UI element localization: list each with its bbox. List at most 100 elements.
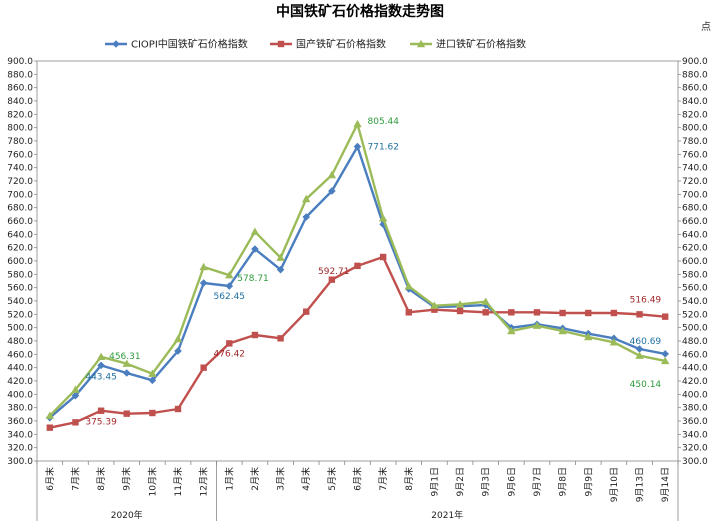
data-label: 476.42 [214,349,246,359]
y-tick-label-left: 560.0 [7,284,33,294]
data-label: 460.69 [630,337,662,347]
diamond-marker [328,187,336,195]
x-category-label: 4月末 [300,467,312,491]
y-tick-label-right: 680.0 [682,204,708,214]
square-marker [482,309,489,316]
square-marker [354,262,361,270]
square-marker [405,309,412,316]
square-marker [559,309,566,317]
x-category-label: 6月末 [352,467,364,491]
y-tick-label-left: 480.0 [7,337,33,347]
y-tick-label-right: 640.0 [682,230,708,240]
y-tick-label-left: 600.0 [7,257,33,267]
y-tick-label-right: 740.0 [682,164,708,174]
diamond-marker [71,391,80,400]
square-marker [174,405,182,413]
triangle-marker [416,39,426,48]
triangle-marker [96,352,106,360]
y-tick-label-right: 760.0 [682,150,708,160]
x-category-label: 12月末 [198,467,210,496]
series-lines [45,119,670,431]
y-tick-label-left: 640.0 [7,230,33,240]
square-marker [661,313,669,320]
diamond-marker [199,279,208,287]
y-tick-label-right: 500.0 [682,324,708,334]
triangle-marker [250,227,260,235]
y-tick-label-left: 760.0 [7,150,33,160]
diamond-marker [225,282,234,290]
triangle-marker [455,300,465,308]
data-labels: 443.45 562.45 771.62 460.69 375.39 476.42 592.… [85,117,661,428]
x-category-label: 9月9日 [583,467,594,496]
y-tick-label-left: 820.0 [7,110,33,120]
x-category-label: 9月1日 [429,467,440,496]
triangle-marker [404,282,413,290]
square-marker [585,309,592,317]
y-tick-label-right: 480.0 [682,337,708,347]
diamond-marker [302,213,311,221]
data-label: 771.62 [368,143,400,153]
y-tick-label-left: 540.0 [7,297,33,307]
y-tick-label-left: 680.0 [7,204,33,214]
y-tick-label-right: 300.0 [682,457,708,467]
y-tick-label-left: 660.0 [7,217,33,227]
y-tick-label-right: 340.0 [682,430,708,440]
triangle-marker [45,411,55,419]
diamond-marker [353,142,362,151]
y-tick-label-right: 440.0 [682,364,708,374]
square-marker [533,309,541,316]
square-marker [456,307,464,315]
data-label: 443.45 [85,372,117,382]
data-label: 450.14 [630,380,662,390]
triangle-marker [225,270,234,279]
chart-title: 中国铁矿石价格指数走势图 [276,3,444,20]
unit-label: 点 [701,21,711,33]
x-group-label: 2020年 [111,509,143,521]
x-category-label: 2月末 [249,467,261,491]
diamond-marker [112,40,120,48]
triangle-marker [173,334,183,343]
square-marker [431,306,438,313]
triangle-marker [481,297,490,305]
y-tick-label-right: 460.0 [682,350,708,360]
y-tick-label-right: 860.0 [682,84,708,94]
triangle-marker [148,369,157,377]
y-tick-label-right: 800.0 [682,124,708,134]
y-tick-label-right: 580.0 [682,270,708,280]
square-marker [251,331,259,339]
y-tick-label-right: 840.0 [682,97,708,107]
y-tick-label-left: 720.0 [7,177,33,187]
y-tick-label-left: 780.0 [7,137,33,147]
y-tick-label-right: 600.0 [682,257,708,267]
y-tick-label-right: 700.0 [682,190,708,200]
x-category-label: 6月末 [44,467,56,491]
y-tick-label-left: 500.0 [7,324,33,334]
x-category-label: 9月2日 [455,467,466,496]
diamond-marker [661,350,669,358]
legend: CIOPI中国铁矿石价格指数 国产铁矿石价格指数 进口铁矿石价格指数 [105,38,526,51]
y-tick-label-left: 620.0 [7,244,33,254]
legend-item-label: 国产铁矿石价格指数 [296,38,386,51]
triangle-marker [199,262,208,271]
data-label: 562.45 [214,292,246,302]
x-category-label: 9月10日 [609,467,620,502]
x-category-label: 9月8日 [558,467,569,496]
triangle-marker [327,170,337,179]
y-tick-label-right: 780.0 [682,137,708,147]
y-tick-label-left: 900.0 [7,57,33,67]
series-line-1 [49,255,666,429]
x-category-label: 9月14日 [660,467,671,502]
diamond-marker [97,361,105,370]
square-marker [72,419,79,426]
data-label: 516.49 [630,296,662,306]
y-tick-label-left: 520.0 [7,310,33,320]
data-label: 456.31 [109,352,141,362]
y-tick-label-right: 560.0 [682,284,708,294]
series-line-0 [49,145,666,419]
x-category-label: 9月末 [121,467,133,491]
square-marker [277,335,284,342]
square-marker [277,40,285,48]
y-tick-label-left: 400.0 [7,390,33,400]
y-tick-label-left: 880.0 [7,70,33,80]
